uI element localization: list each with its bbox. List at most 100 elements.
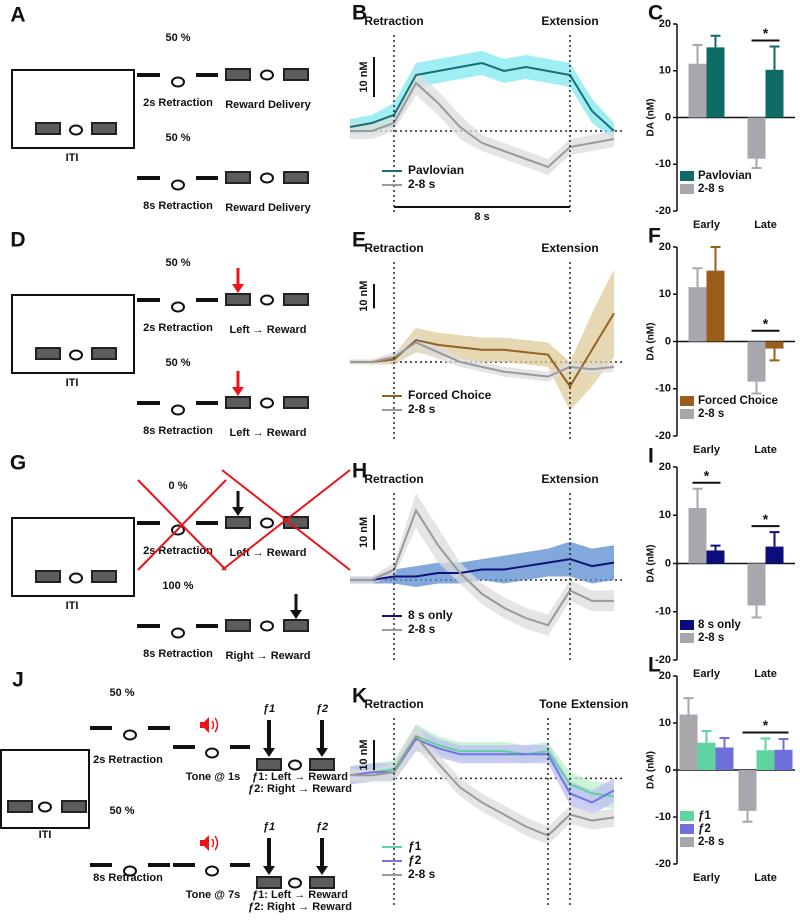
nose-port: [69, 124, 83, 136]
nose-port: [205, 747, 219, 759]
retraction-label: 8s Retraction: [93, 872, 163, 884]
y-tick-label: -10: [655, 811, 671, 823]
y-axis-label: DA (nM): [646, 323, 657, 361]
error-bar: [742, 810, 753, 823]
bar: [688, 63, 707, 118]
nose-port: [171, 301, 185, 313]
lever: [91, 570, 117, 583]
error-bar: [692, 44, 703, 64]
legend-swatch: [680, 837, 694, 847]
legend-label: ƒ2: [698, 823, 711, 835]
bar: [706, 47, 725, 118]
legend-label: Pavlovian: [698, 170, 752, 182]
legend-label: 2-8 s: [408, 177, 436, 191]
outcome-label: ƒ2: Right → Reward: [248, 783, 352, 795]
bar: [765, 69, 784, 118]
lever: [283, 619, 309, 632]
event-label: Extension: [571, 697, 628, 711]
outcome-label: Right → Reward: [226, 650, 311, 662]
significance-label: *: [763, 25, 769, 41]
outcome-label: Left → Reward: [229, 324, 306, 336]
scale-bar-label: 10 nM: [358, 281, 370, 312]
y-tick-label: -10: [655, 606, 671, 618]
bar: [756, 750, 775, 770]
panel-letter: D: [10, 229, 25, 252]
y-axis-label: DA (nM): [646, 99, 657, 137]
lever: [283, 171, 309, 184]
y-tick-label: 0: [665, 764, 671, 776]
y-tick-label: -20: [655, 205, 671, 217]
legend-label: Pavlovian: [408, 163, 464, 177]
event-label: Retraction: [364, 14, 423, 28]
scale-bar-label: 8 s: [474, 211, 489, 223]
nose-port: [69, 572, 83, 584]
legend-swatch: [680, 184, 694, 194]
outcome-label: Left → Reward: [229, 547, 306, 559]
lever: [283, 396, 309, 409]
trial-percent: 50 %: [165, 132, 190, 144]
nose-port: [260, 294, 274, 306]
x-tick-label: Late: [754, 219, 777, 231]
y-tick-label: -20: [655, 858, 671, 870]
lever: [61, 800, 87, 813]
nose-port: [69, 349, 83, 361]
legend-swatch: [680, 171, 694, 181]
legend-label: ƒ1: [698, 810, 711, 822]
nose-port: [171, 627, 185, 639]
event-label: Extension: [541, 241, 598, 255]
panel-letter: B: [352, 2, 367, 25]
outcome-label: Left → Reward: [229, 427, 306, 439]
lever: [225, 293, 251, 306]
error-bar: [719, 737, 730, 748]
nose-port: [260, 69, 274, 81]
legend-swatch: [680, 633, 694, 643]
significance-label: *: [763, 315, 769, 331]
panel-letter: E: [352, 229, 366, 252]
scale-bar-label: 10 nM: [358, 739, 370, 770]
legend-swatch: [680, 811, 694, 821]
trace: [350, 312, 615, 389]
retraction-label: 2s Retraction: [143, 322, 213, 334]
retraction-label: 8s Retraction: [143, 425, 213, 437]
panel-letter: G: [10, 452, 26, 475]
operant-box: [11, 517, 135, 597]
event-label: Tone: [539, 697, 567, 711]
iti-label: ITI: [66, 377, 79, 389]
cross-out: [137, 479, 227, 571]
operant-box: [11, 294, 135, 374]
nose-port: [288, 759, 302, 771]
iti-label: ITI: [39, 829, 52, 841]
bar: [774, 749, 793, 770]
trial-percent: 50 %: [109, 687, 134, 699]
legend-label: 2-8 s: [698, 408, 724, 420]
retraction-label: 8s Retraction: [143, 648, 213, 660]
nose-port: [38, 801, 52, 813]
y-tick-label: 0: [665, 557, 671, 569]
y-tick-label: 0: [665, 335, 671, 347]
outcome-label: ƒ2: Right → Reward: [248, 901, 352, 913]
y-tick-label: 10: [659, 509, 671, 521]
legend-label: 2-8 s: [408, 867, 436, 881]
arrow-head: [232, 507, 244, 516]
legend-swatch: [680, 824, 694, 834]
panel-letter: J: [12, 669, 24, 692]
event-label: Extension: [541, 472, 598, 486]
bar: [765, 341, 784, 349]
outcome-label: ƒ1: Left → Reward: [252, 771, 348, 783]
lever: [225, 68, 251, 81]
nose-port: [123, 865, 137, 877]
bar: [715, 747, 734, 770]
event-label: Retraction: [364, 697, 423, 711]
y-tick-label: 20: [659, 18, 671, 30]
y-tick-label: 10: [659, 65, 671, 77]
bar: [747, 341, 766, 382]
x-tick-label: Early: [693, 444, 721, 456]
tone-label: Tone @ 1s: [186, 771, 241, 783]
arrow-head: [263, 748, 275, 757]
arrow-head: [232, 284, 244, 293]
lever-label: ƒ1: [263, 703, 275, 715]
trial-percent: 50 %: [109, 805, 134, 817]
lever: [283, 68, 309, 81]
error-band: [350, 335, 614, 382]
legend-label: 2-8 s: [698, 183, 724, 195]
